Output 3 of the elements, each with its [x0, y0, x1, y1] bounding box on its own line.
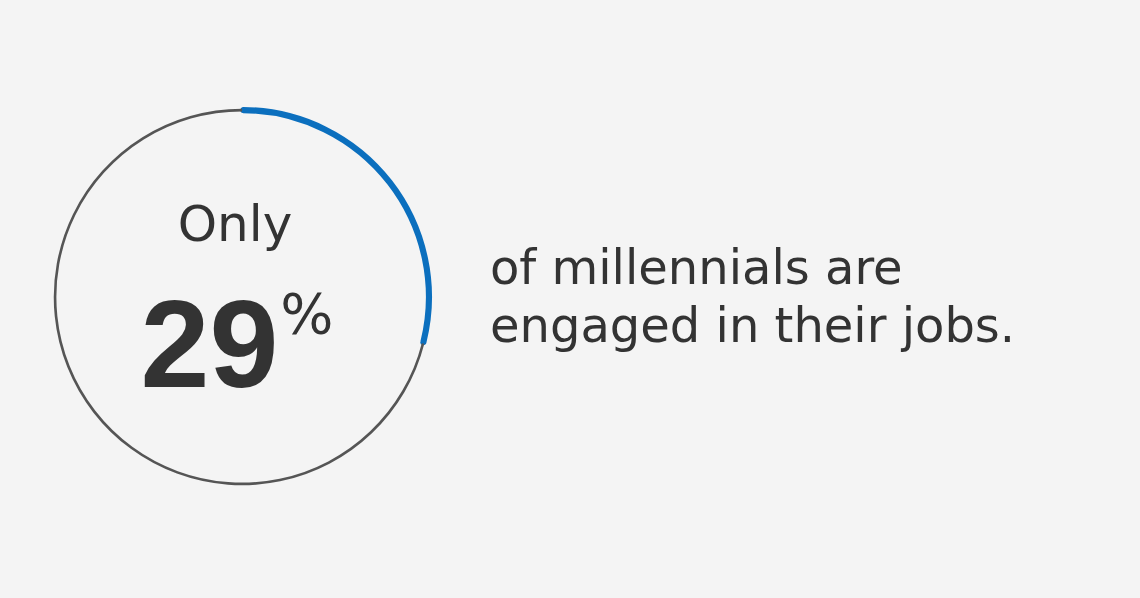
text: Only	[177, 195, 293, 253]
text: of millennials are engaged in their jobs.	[490, 238, 1017, 354]
text: 29%	[140, 275, 334, 413]
